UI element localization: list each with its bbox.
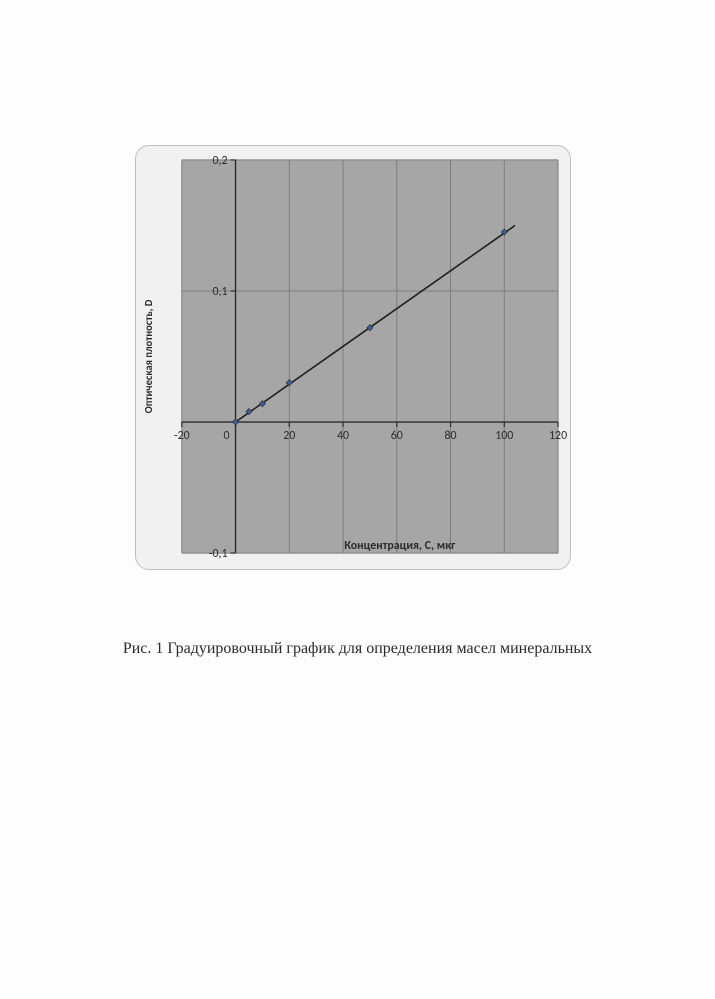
svg-text:0,1: 0,1 [213,285,228,299]
svg-text:80: 80 [445,429,457,443]
svg-text:Концентрация, С, мкг: Концентрация, С, мкг [344,539,456,553]
svg-text:40: 40 [337,429,349,443]
svg-text:60: 60 [391,429,403,443]
svg-text:0: 0 [224,429,230,443]
svg-text:0,2: 0,2 [213,154,228,168]
document-page: -20 20 40 60 80 100 120 0 -0,1 0,1 0,2 Концентрация… [0,0,715,999]
calibration-chart: -20 20 40 60 80 100 120 0 -0,1 0,1 0,2 Концентрация… [136,146,570,569]
svg-text:Оптическая плотность, D: Оптическая плотность, D [142,299,155,413]
figure-caption: Рис. 1 Градуировочный график для определ… [0,640,715,658]
svg-text:-0,1: -0,1 [209,547,228,561]
svg-text:100: 100 [495,429,513,443]
chart-frame: -20 20 40 60 80 100 120 0 -0,1 0,1 0,2 Концентрация… [135,145,571,570]
svg-text:120: 120 [549,429,567,443]
svg-text:20: 20 [283,429,295,443]
svg-text:-20: -20 [174,429,190,443]
